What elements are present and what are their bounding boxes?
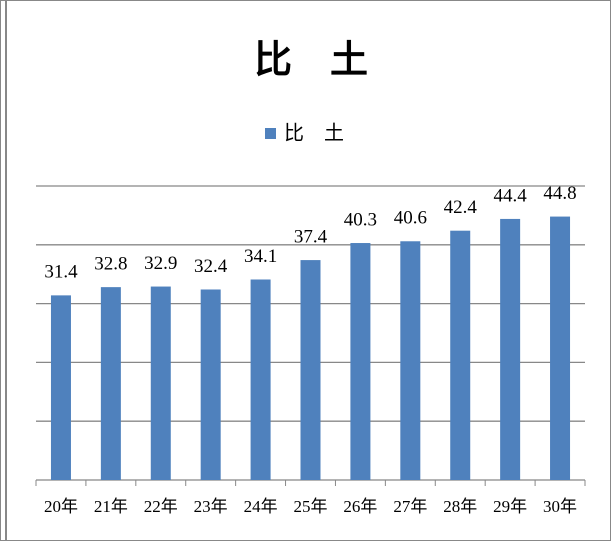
- legend-swatch: [265, 128, 276, 139]
- legend-label: 比 土: [284, 121, 344, 145]
- bar: [100, 287, 121, 480]
- data-label: 42.4: [444, 197, 478, 218]
- bar: [150, 286, 171, 480]
- bar: [350, 243, 371, 480]
- bar: [550, 216, 571, 481]
- x-tick-label: 28年: [443, 497, 477, 516]
- data-label: 40.3: [344, 209, 377, 230]
- x-tick-label: 20年: [44, 497, 78, 516]
- data-label: 32.4: [194, 256, 228, 277]
- bar: [50, 295, 71, 480]
- x-tick-label: 25年: [294, 497, 328, 516]
- data-label: 34.1: [244, 246, 277, 267]
- x-tick-label: 23年: [194, 497, 228, 516]
- x-tick-label: 27年: [393, 497, 427, 516]
- bar: [450, 230, 471, 480]
- x-tick-label: 24年: [244, 497, 278, 516]
- data-label: 40.6: [394, 208, 427, 229]
- data-label: 32.8: [94, 253, 127, 274]
- x-tick-label: 30年: [543, 497, 577, 516]
- chart-title: 比 土: [254, 38, 368, 82]
- x-tick-label: 21年: [94, 497, 128, 516]
- x-tick-label: 22年: [144, 497, 178, 516]
- data-label: 32.9: [144, 253, 177, 274]
- bar: [250, 279, 271, 480]
- bar: [400, 241, 421, 480]
- x-tick-label: 26年: [343, 497, 377, 516]
- data-label: 37.4: [294, 226, 328, 247]
- data-label: 31.4: [44, 262, 78, 283]
- bar: [200, 289, 221, 480]
- data-label: 44.8: [543, 183, 576, 204]
- data-label: 44.4: [494, 185, 528, 206]
- bar: [300, 260, 321, 480]
- bar: [500, 218, 521, 481]
- x-tick-label: 29年: [493, 497, 527, 516]
